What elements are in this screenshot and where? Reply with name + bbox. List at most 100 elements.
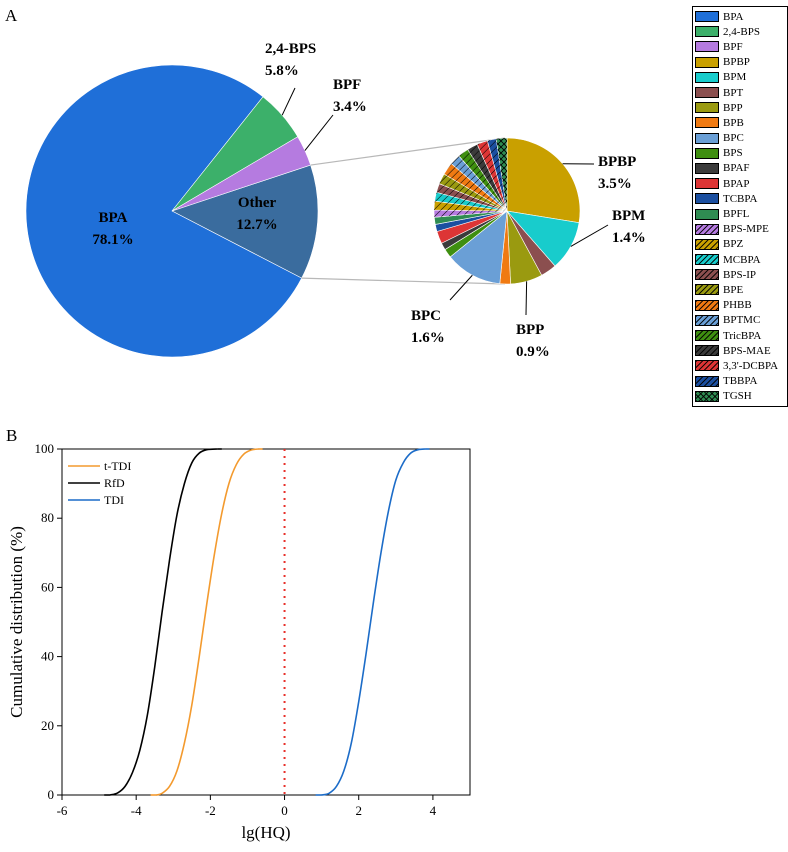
legend-item-bpap: BPAP: [695, 176, 787, 191]
slice-value-bpbp: 3.5%: [598, 176, 632, 192]
pie-slice-bpa: [25, 64, 303, 358]
legend-label: BPS-MAE: [723, 344, 771, 357]
legend-item-bpf: BPF: [695, 39, 787, 54]
legend-label: BPTMC: [723, 314, 761, 327]
legend-swatch: [695, 56, 719, 68]
legend-swatch: [695, 208, 719, 220]
legend-swatch: [695, 345, 719, 357]
legend-label: BPP: [723, 101, 743, 114]
slice-label-bpc: BPC: [411, 308, 441, 324]
legend-item-mcbpa: MCBPA: [695, 252, 787, 267]
legend-item-tgsh: TGSH: [695, 389, 787, 404]
leader-line-2-4-bps: [281, 87, 296, 116]
sub-pie-hatch-tricbpa: [459, 149, 507, 211]
legend-swatch: [695, 102, 719, 114]
sub-pie-hatch-bptmc: [451, 155, 507, 211]
legend-label: TCBPA: [723, 192, 758, 205]
slice-value-bpa: 78.1%: [92, 232, 133, 248]
legend-item-bpb: BPB: [695, 115, 787, 130]
legend-item-bps-mpe: BPS-MPE: [695, 222, 787, 237]
legend-label: BPC: [723, 132, 744, 145]
sub-pie-slice-bpbp: [506, 137, 581, 224]
legend-item-bpp: BPP: [695, 100, 787, 115]
sub-pie-hatch-tbbpa: [487, 138, 507, 211]
x-tick-label: 0: [281, 803, 288, 818]
legend-item-bpfl: BPFL: [695, 206, 787, 221]
legend-item-phbb: PHBB: [695, 298, 787, 313]
legend-label: MCBPA: [723, 253, 761, 266]
panel-letter-b: B: [6, 426, 18, 445]
legend-item-bpbp: BPBP: [695, 55, 787, 70]
legend-swatch: [695, 314, 719, 326]
legend-label: BPAP: [723, 177, 750, 190]
sub-pie-hatch-bpe: [439, 173, 507, 211]
legend-label: BPT: [723, 86, 744, 99]
slice-label-bpm: BPM: [612, 208, 645, 224]
leader-line-bpp: [525, 281, 528, 316]
sub-pie-slice-bpc: [449, 210, 508, 284]
legend-item-3-3-dcbpa: 3,3'-DCBPA: [695, 358, 787, 373]
legend-label: TBBPA: [723, 375, 758, 388]
legend-swatch: [695, 26, 719, 38]
legend-swatch: [695, 330, 719, 342]
legend-item-bptmc: BPTMC: [695, 313, 787, 328]
y-tick-label: 40: [41, 649, 54, 664]
legend-item-bpz: BPZ: [695, 237, 787, 252]
legend-swatch: [695, 360, 719, 372]
sub-pie-hatch-bps-mae: [467, 144, 507, 211]
panel-letter-a: A: [5, 6, 18, 25]
legend-label: BPAF: [723, 162, 750, 175]
legend-label: BPZ: [723, 238, 744, 251]
slice-value-2-4-bps: 5.8%: [265, 63, 299, 79]
x-tick-label: -2: [205, 803, 216, 818]
sub-pie-hatch-tgsh: [496, 138, 507, 211]
slice-value-other: 12.7%: [236, 217, 277, 233]
connector-line-top: [310, 137, 506, 166]
legend-label: BPA: [723, 10, 744, 23]
legend-label: BPM: [723, 71, 747, 84]
y-axis-label: Cumulative distribution (%): [7, 526, 26, 718]
legend-swatch: [695, 238, 719, 250]
legend-item-tricbpa: TricBPA: [695, 328, 787, 343]
sub-pie-hatch-phbb: [444, 163, 507, 211]
legend-swatch: [695, 87, 719, 99]
legend-label: TGSH: [723, 390, 752, 403]
slice-label-bpbp: BPBP: [598, 154, 636, 170]
y-tick-label: 20: [41, 718, 54, 733]
legend-item-bpm: BPM: [695, 70, 787, 85]
leader-line-bpm: [570, 224, 609, 247]
legend-swatch: [695, 11, 719, 23]
chart-legend-label-tdi: TDI: [104, 493, 124, 507]
legend-label: BPE: [723, 283, 744, 296]
legend-label: 2,4-BPS: [723, 25, 760, 38]
legend-label: BPBP: [723, 56, 750, 69]
legend-label: BPFL: [723, 208, 750, 221]
legend-swatch: [695, 132, 719, 144]
legend-item-bpa: BPA: [695, 9, 787, 24]
y-tick-label: 80: [41, 510, 54, 525]
pie-legend: BPA 2,4-BPS BPF BPBP BPM BPT BPP BPB BPC BPS BPAF B…: [692, 6, 788, 407]
sub-pie-hatch-bps-mpe: [434, 210, 507, 218]
slice-label-bpp: BPP: [516, 322, 544, 338]
legend-label: BPF: [723, 40, 743, 53]
chart-legend-label-t-tdi: t-TDI: [104, 459, 131, 473]
legend-swatch: [695, 117, 719, 129]
legend-item-bps-mae: BPS-MAE: [695, 343, 787, 358]
slice-value-bpm: 1.4%: [612, 230, 646, 246]
legend-swatch: [695, 147, 719, 159]
x-tick-label: -4: [131, 803, 142, 818]
legend-label: BPB: [723, 116, 744, 129]
pie-slice-bpf: [171, 136, 311, 212]
x-tick-label: -6: [57, 803, 68, 818]
legend-swatch: [695, 178, 719, 190]
y-tick-label: 0: [48, 787, 55, 802]
connector-line-bottom: [301, 277, 506, 285]
leader-line-bpf: [304, 114, 334, 151]
legend-item-bps: BPS: [695, 146, 787, 161]
slice-value-bpc: 1.6%: [411, 330, 445, 346]
legend-swatch: [695, 299, 719, 311]
legend-label: TricBPA: [723, 329, 762, 342]
legend-swatch: [695, 162, 719, 174]
series-line-tdi: [321, 448, 426, 796]
